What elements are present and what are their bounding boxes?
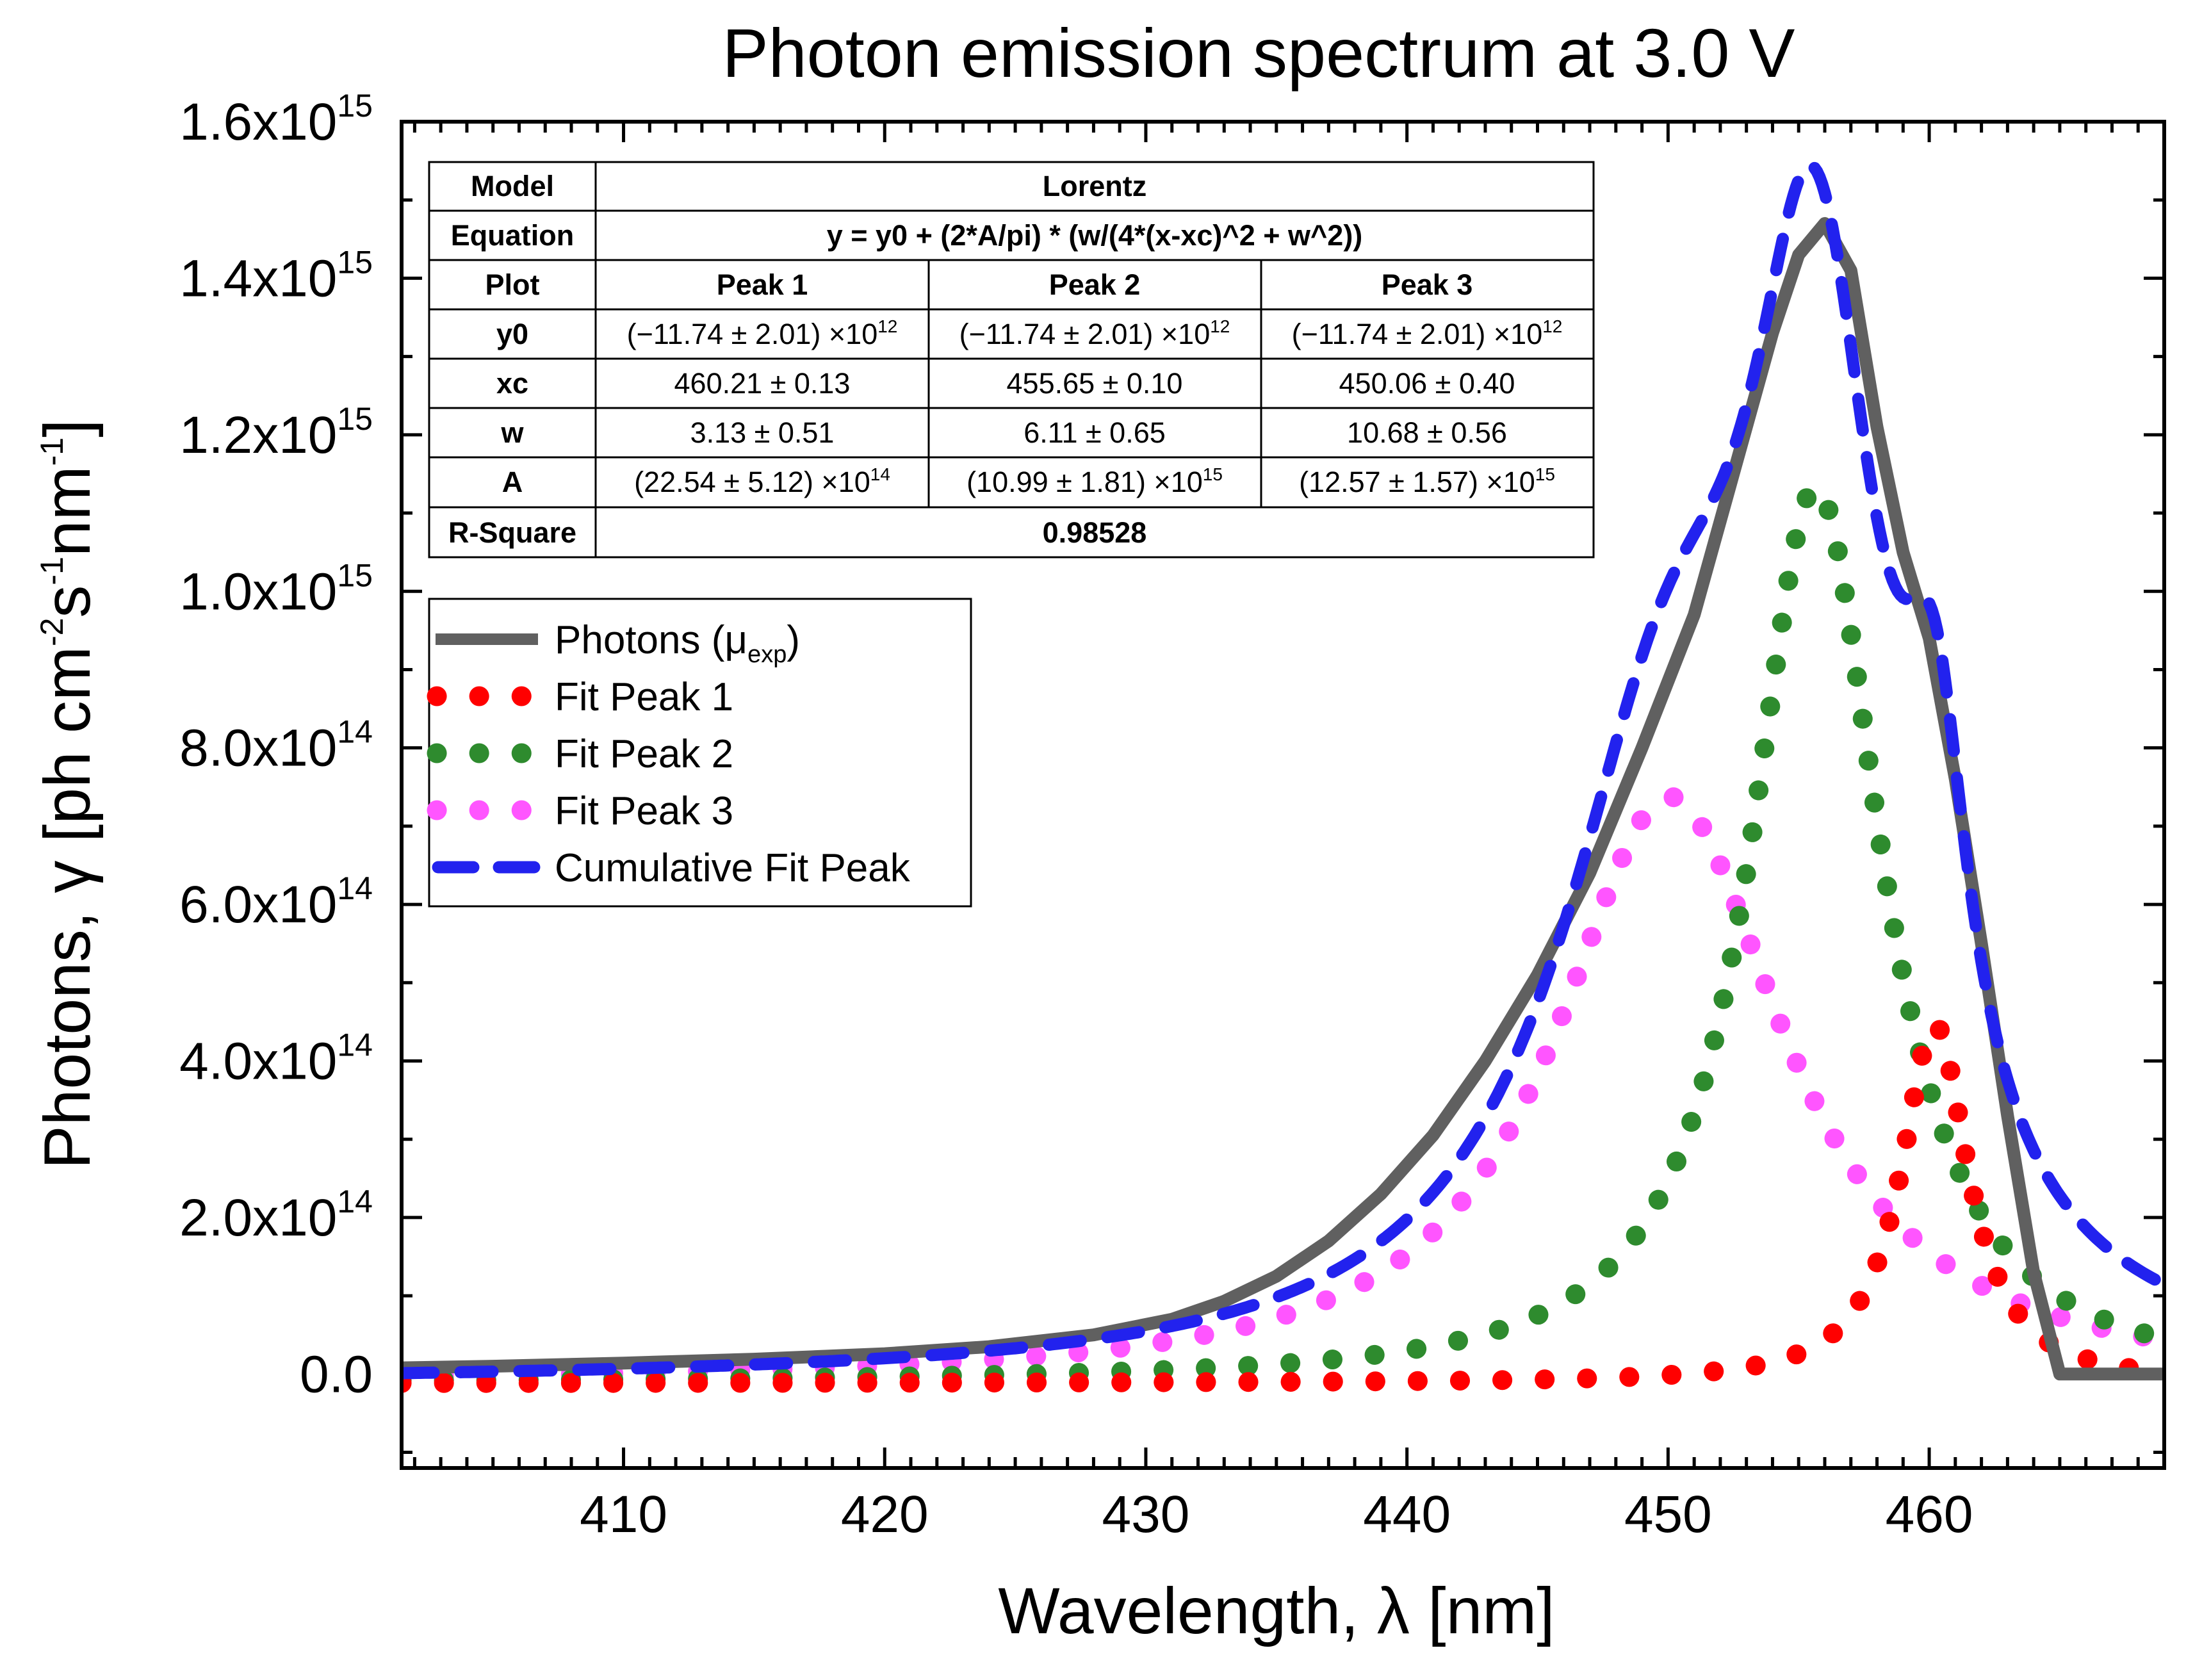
y-tick-label: 6.0x1014	[179, 870, 373, 934]
y-tick-label: 1.0x1015	[179, 557, 373, 621]
table-row-label: A	[502, 466, 523, 498]
table-cell: (−11.74 ± 2.01) ×1012	[959, 316, 1230, 350]
legend-label: Fit Peak 2	[555, 732, 733, 776]
table-model-label: Model	[471, 170, 554, 202]
plot-frame	[400, 120, 2166, 1470]
table-row-label: y0	[496, 318, 528, 350]
table-cell: 460.21 ± 0.13	[674, 367, 851, 400]
x-axis-label: Wavelength, λ [nm]	[998, 1574, 1554, 1647]
table-cell: 6.11 ± 0.65	[1024, 416, 1166, 449]
legend-label: Cumulative Fit Peak	[555, 846, 911, 890]
table-peak-3-header: Peak 3	[1382, 268, 1473, 301]
table-peak-2-header: Peak 2	[1049, 268, 1141, 301]
table-cell: 455.65 ± 0.10	[1007, 367, 1183, 400]
y-tick-label: 1.6x1015	[179, 88, 373, 151]
table-row-label: xc	[496, 367, 528, 400]
table-equation-value: y = y0 + (2*A/pi) * (w/(4*(x-xc)^2 + w^2…	[827, 219, 1363, 252]
x-tick-label: 440	[1363, 1485, 1451, 1544]
x-tick-label: 410	[580, 1485, 667, 1544]
x-tick-label: 460	[1886, 1485, 1973, 1544]
table-row-label: w	[500, 416, 524, 449]
table-cell: (−11.74 ± 2.01) ×1012	[627, 316, 898, 350]
table-model-value: Lorentz	[1043, 170, 1147, 202]
chart-title: Photon emission spectrum at 3.0 V	[722, 14, 1795, 92]
table-cell: 3.13 ± 0.51	[690, 416, 835, 449]
table-cell: 450.06 ± 0.40	[1339, 367, 1515, 400]
table-cell: (12.57 ± 1.57) ×1015	[1299, 464, 1555, 498]
y-tick-label: 0.0	[300, 1345, 373, 1403]
table-cell: (10.99 ± 1.81) ×1015	[967, 464, 1223, 498]
series-cumulative-fit-peak	[402, 159, 2164, 1380]
table-plot-label: Plot	[485, 268, 540, 301]
x-tick-label: 430	[1102, 1485, 1190, 1544]
table-rsquare-value: 0.98528	[1043, 516, 1147, 549]
x-tick-labels: 410 420 430 440 450 460	[580, 1485, 1973, 1544]
y-tick-labels: 0.0 2.0x1014 4.0x1014 6.0x1014 8.0x1014 1.0x1…	[179, 88, 373, 1403]
table-cell: (22.54 ± 5.12) ×1014	[634, 464, 890, 498]
series-layer	[402, 159, 2164, 1393]
y-tick-label: 1.4x1015	[179, 244, 373, 307]
y-tick-label: 1.2x1015	[179, 401, 373, 464]
legend-label: Fit Peak 3	[555, 789, 733, 833]
table-cell: (−11.74 ± 2.01) ×1012	[1292, 316, 1563, 350]
table-cell: 10.68 ± 0.56	[1347, 416, 1507, 449]
y-tick-label: 2.0x1014	[179, 1184, 373, 1247]
y-tick-label: 4.0x1014	[179, 1027, 373, 1091]
legend-label: Fit Peak 1	[555, 675, 733, 719]
x-tick-label: 450	[1624, 1485, 1712, 1544]
legend-label: Photons (μexp)	[555, 618, 800, 668]
table-peak-1-header: Peak 1	[717, 268, 808, 301]
legend: Photons (μexp) Fit Peak 1 Fit Peak 2 Fit Pe…	[427, 598, 972, 908]
table-equation-label: Equation	[451, 219, 574, 252]
x-tick-label: 420	[841, 1485, 929, 1544]
y-tick-label: 8.0x1014	[179, 714, 373, 778]
fit-results-table: Model Lorentz Equation y = y0 + (2*A/pi)…	[428, 161, 1595, 559]
series-fit-peak-1	[402, 1013, 2164, 1393]
y-axis-label: Photons, γ [ph cm-2s-1nm-1]	[31, 420, 104, 1170]
table-rsquare-label: R-Square	[448, 516, 576, 549]
